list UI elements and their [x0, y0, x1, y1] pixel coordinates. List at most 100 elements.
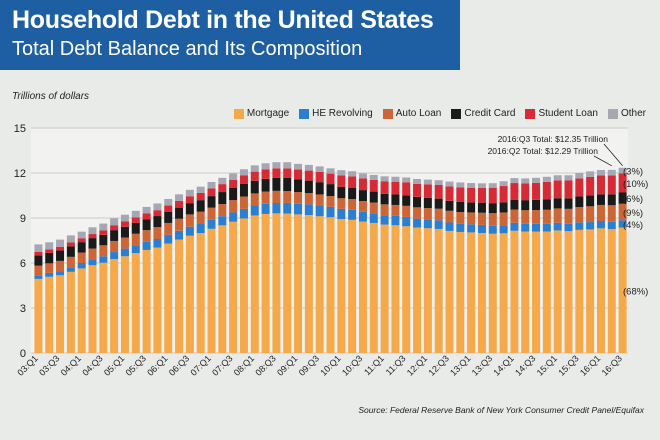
bar-segment-mortgage: [218, 225, 227, 353]
bar-segment-mortgage: [542, 231, 551, 353]
bar-segment-student-loan: [99, 230, 108, 235]
bar-segment-he-revolving: [510, 222, 519, 231]
bar-segment-student-loan: [575, 178, 584, 197]
bar-segment-he-revolving: [250, 205, 259, 216]
bar-segment-credit-card: [56, 250, 65, 261]
bar-segment-he-revolving: [34, 275, 43, 279]
bar-segment-student-loan: [153, 210, 162, 217]
bar-segment-he-revolving: [358, 211, 367, 222]
bar-segment-credit-card: [553, 198, 562, 209]
bar-segment-he-revolving: [185, 226, 194, 236]
bar-segment-auto-loan: [272, 190, 281, 203]
legend-item-he-revolving: HE Revolving: [299, 108, 373, 119]
y-tick-label: 6: [20, 258, 26, 270]
bar-segment-he-revolving: [445, 222, 454, 231]
bar-segment-he-revolving: [380, 215, 389, 225]
bar-segment-other: [532, 177, 541, 183]
bar-segment-mortgage: [196, 233, 205, 353]
bar-segment-auto-loan: [294, 192, 303, 204]
annotation-pointer-q3: [603, 143, 623, 167]
x-tick-label: 10:Q1: [318, 353, 342, 377]
bar-segment-mortgage: [586, 229, 595, 353]
bar-segment-auto-loan: [477, 212, 486, 225]
bar-segment-auto-loan: [488, 213, 497, 226]
bar-segment-credit-card: [142, 219, 151, 231]
bar-segment-mortgage: [142, 249, 151, 353]
y-axis-unit-label: Trillions of dollars: [12, 91, 90, 102]
bar-segment-mortgage: [380, 224, 389, 353]
bar-segment-credit-card: [434, 198, 443, 209]
bar-segment-he-revolving: [532, 223, 541, 232]
bar-segment-mortgage: [434, 228, 443, 353]
bar-segment-he-revolving: [369, 213, 378, 223]
bar-segment-mortgage: [607, 229, 616, 353]
bar-segment-student-loan: [423, 184, 432, 198]
legend-label: HE Revolving: [312, 108, 373, 119]
bar-segment-student-loan: [207, 188, 216, 197]
bar-segment-other: [553, 175, 562, 181]
bar-segment-other: [272, 162, 281, 169]
chart-subtitle: Total Debt Balance and Its Composition: [12, 38, 363, 60]
bar-segment-other: [413, 179, 422, 184]
bar-segment-other: [153, 203, 162, 211]
bar-segment-mortgage: [532, 231, 541, 353]
bar-segment-credit-card: [445, 200, 454, 211]
bar-segment-he-revolving: [315, 205, 324, 217]
bar-segment-auto-loan: [423, 208, 432, 220]
bar-segment-other: [164, 198, 173, 206]
bar-segment-other: [66, 235, 75, 243]
bar-segment-mortgage: [77, 268, 86, 353]
share-label: (6%): [623, 194, 643, 205]
bar-segment-auto-loan: [88, 248, 97, 260]
x-tick-label: 04:Q3: [80, 353, 104, 377]
bar-segment-mortgage: [88, 265, 97, 353]
bar-segment-auto-loan: [358, 201, 367, 212]
bar-segment-other: [45, 242, 54, 250]
bar-segment-mortgage: [488, 233, 497, 353]
bar-segment-student-loan: [185, 196, 194, 204]
share-label: (4%): [623, 220, 643, 231]
bar-segment-student-loan: [34, 251, 43, 256]
bar-segment-he-revolving: [596, 221, 605, 229]
bar-segment-other: [120, 214, 129, 222]
bar-segment-other: [596, 170, 605, 176]
bar-segment-he-revolving: [153, 239, 162, 248]
x-tick-label: 16:Q3: [600, 353, 624, 377]
bar-segment-auto-loan: [56, 260, 65, 272]
bar-segment-credit-card: [153, 216, 162, 228]
x-tick-label: 05:Q1: [102, 353, 126, 377]
bar-segment-mortgage: [250, 215, 259, 353]
share-label: (3%): [623, 167, 643, 178]
bar-segment-other: [348, 171, 357, 177]
bar-segment-auto-loan: [553, 208, 562, 223]
x-tick-label: 07:Q1: [188, 353, 212, 377]
bar-segment-student-loan: [607, 175, 616, 195]
bar-segment-mortgage: [358, 221, 367, 353]
bar-segment-mortgage: [456, 231, 465, 353]
bar-segment-he-revolving: [391, 215, 400, 226]
bar-segment-auto-loan: [120, 237, 129, 249]
bar-segment-other: [575, 173, 584, 179]
bar-segment-mortgage: [326, 217, 335, 353]
bar-segment-student-loan: [586, 176, 595, 196]
x-tick-label: 11:Q3: [384, 353, 408, 377]
legend-label: Credit Card: [464, 108, 516, 119]
bar-segment-other: [488, 183, 497, 188]
legend: Mortgage HE Revolving Auto Loan Credit C…: [233, 108, 646, 119]
bar-segment-he-revolving: [283, 202, 292, 214]
bar-segment-credit-card: [423, 197, 432, 209]
bar-segment-student-loan: [337, 175, 346, 187]
bar-segment-credit-card: [283, 177, 292, 191]
legend-item-student-loan: Student Loan: [525, 108, 598, 119]
bar-segment-other: [131, 210, 140, 218]
legend-swatch: [382, 108, 393, 119]
bar-segment-credit-card: [218, 192, 227, 205]
bar-segment-auto-loan: [586, 206, 595, 223]
bar-segment-student-loan: [488, 187, 497, 204]
bar-segment-other: [434, 180, 443, 185]
bar-segment-he-revolving: [402, 216, 411, 227]
bar-segment-other: [369, 174, 378, 180]
y-tick-label: 3: [20, 303, 26, 315]
bar-segment-mortgage: [315, 216, 324, 353]
bar-segment-mortgage: [99, 262, 108, 353]
